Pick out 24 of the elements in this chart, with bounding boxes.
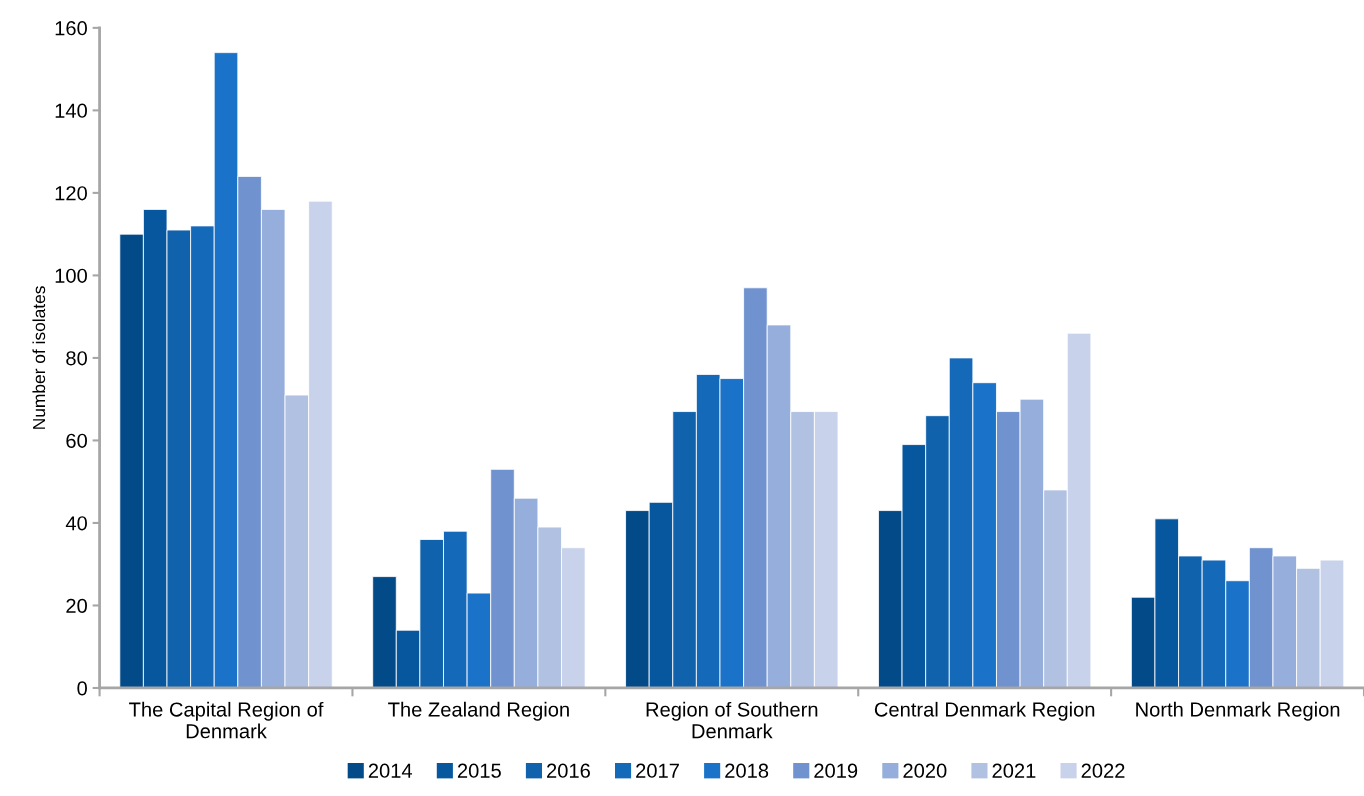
y-tick-label: 140: [55, 103, 87, 118]
legend-label: 2018: [725, 763, 769, 778]
legend-label: 2016: [547, 763, 590, 778]
y-tick-label: 120: [55, 186, 87, 201]
y-tick-label: 160: [55, 21, 87, 36]
x-tick-label: Central Denmark Region: [874, 701, 1095, 721]
legend-label: 2015: [457, 763, 501, 778]
legend-label: 2021: [992, 763, 1036, 778]
legend-label: 2020: [903, 763, 947, 778]
y-tick-label: 80: [66, 351, 87, 366]
x-tick-label: Region of Southern Denmark: [646, 701, 818, 739]
legend-label: 2014: [368, 763, 413, 778]
x-tick-label: North Denmark Region: [1136, 701, 1340, 721]
y-axis-title: Number of isolates: [32, 286, 46, 429]
y-tick-label: 40: [65, 516, 87, 531]
y-tick-label: 20: [66, 598, 87, 613]
legend-label: 2022: [1081, 763, 1125, 778]
y-tick-label: 60: [66, 433, 87, 448]
legend-label: 2017: [636, 763, 679, 778]
x-tick-label: The Zealand Region: [388, 701, 569, 721]
y-tick-label: 0: [77, 681, 87, 696]
legend-label: 2019: [814, 763, 858, 778]
y-tick-label: 100: [55, 268, 87, 283]
x-tick-label: The Capital Region of Denmark: [129, 701, 324, 739]
